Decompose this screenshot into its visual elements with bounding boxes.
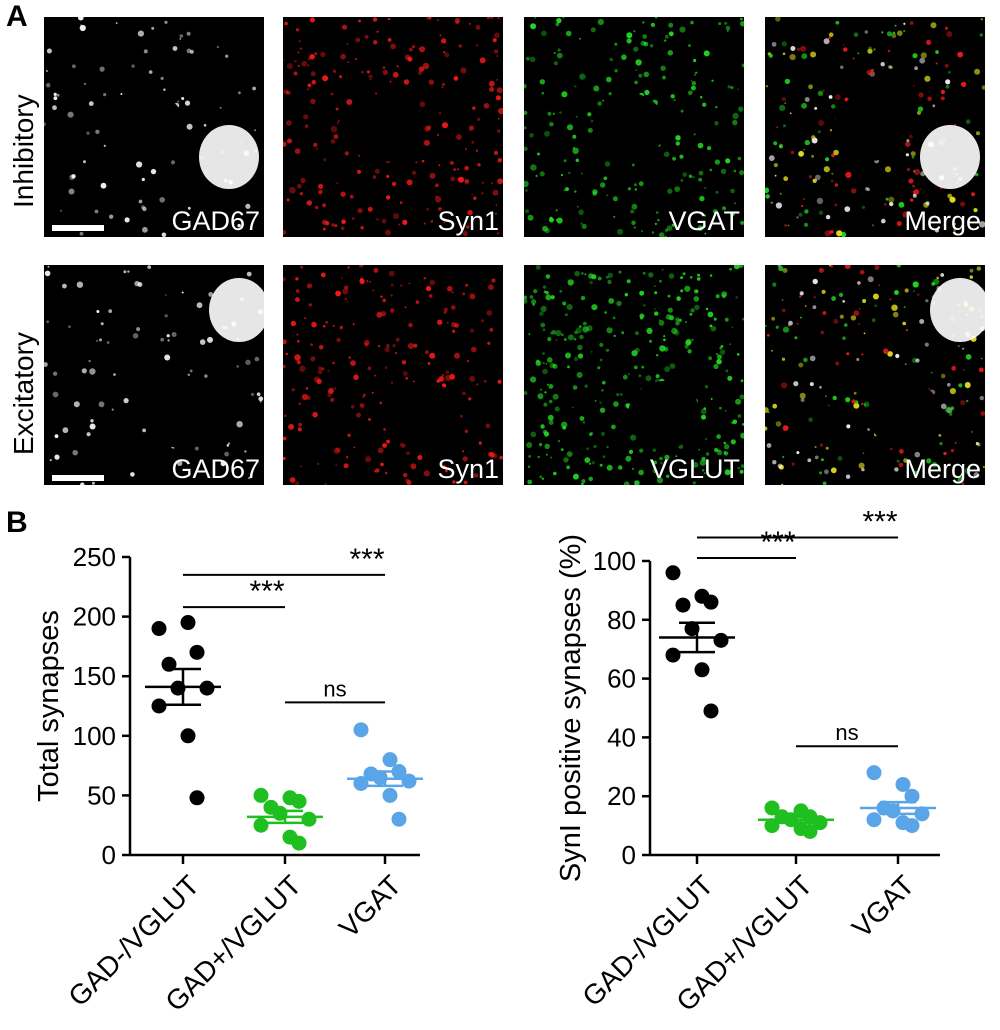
- data-point: [703, 594, 719, 610]
- cell-soma: [209, 278, 264, 342]
- x-tick-label: VGAT: [333, 869, 407, 943]
- y-axis-label: SynI positive synapses (%): [555, 534, 587, 882]
- scale-bar: [52, 475, 104, 481]
- row-label-excitatory: Excitatory: [8, 332, 39, 455]
- significance-label: ***: [760, 526, 795, 559]
- data-point: [180, 728, 196, 744]
- data-point: [180, 615, 196, 631]
- data-point: [382, 787, 398, 803]
- nucleus-region: [387, 381, 459, 449]
- scale-bar: [52, 225, 104, 231]
- data-point: [253, 787, 269, 803]
- data-point: [391, 811, 407, 827]
- micrograph-inhibitory-vgat: VGAT: [524, 17, 744, 237]
- data-point: [764, 800, 780, 816]
- nucleus-region: [352, 93, 424, 161]
- y-tick-label: 100: [593, 546, 636, 576]
- y-tick-label: 200: [73, 602, 116, 632]
- x-tick-label: VGAT: [846, 869, 920, 943]
- significance-label: ***: [349, 543, 384, 576]
- y-tick-label: 50: [87, 780, 116, 810]
- data-point: [665, 565, 681, 581]
- y-tick-label: 150: [73, 661, 116, 691]
- cell-soma: [920, 125, 980, 189]
- data-point: [904, 818, 920, 834]
- y-tick-label: 0: [622, 840, 636, 870]
- nucleus-region: [834, 93, 906, 161]
- cell-soma: [930, 278, 985, 342]
- micrograph-texture: [283, 265, 503, 485]
- data-point: [694, 662, 710, 678]
- row-label-inhibitory: Inhibitory: [8, 94, 39, 208]
- nucleus-region: [593, 93, 665, 161]
- nucleus-region: [148, 381, 220, 449]
- micrograph-excitatory-gad67: GAD67: [44, 265, 264, 485]
- micrograph-texture: [765, 265, 985, 485]
- micrograph-texture: [44, 265, 264, 485]
- panel-letter-a: A: [6, 0, 28, 33]
- data-point: [151, 698, 167, 714]
- data-point: [353, 722, 369, 738]
- data-point: [151, 621, 167, 637]
- data-point: [291, 835, 307, 851]
- data-point: [291, 793, 307, 809]
- y-tick-label: 60: [607, 664, 636, 694]
- nucleus-region: [869, 381, 941, 449]
- channel-label: Merge: [904, 454, 981, 484]
- channel-label: Syn1: [437, 206, 499, 236]
- y-axis-label: Total synapses: [33, 610, 65, 802]
- nucleus-region: [113, 93, 185, 161]
- micrograph-inhibitory-gad67: GAD67: [44, 17, 264, 237]
- micrograph-inhibitory-merge: Merge: [765, 17, 985, 237]
- nucleus-region: [628, 381, 700, 449]
- micrograph-texture: [765, 17, 985, 237]
- data-point: [764, 818, 780, 834]
- data-point: [189, 790, 205, 806]
- micrograph-excitatory-syn1: Syn1: [283, 265, 503, 485]
- micrograph-texture: [524, 265, 744, 485]
- micrograph-excitatory-merge: Merge: [765, 265, 985, 485]
- significance-label: ns: [835, 720, 858, 745]
- data-point: [713, 632, 729, 648]
- data-point: [382, 752, 398, 768]
- significance-label: ***: [862, 505, 897, 538]
- data-point: [703, 703, 719, 719]
- data-point: [866, 812, 882, 828]
- channel-label: VGAT: [668, 206, 740, 236]
- channel-label: GAD67: [171, 454, 260, 484]
- y-tick-label: 40: [607, 722, 636, 752]
- y-tick-label: 80: [607, 605, 636, 635]
- micrograph-texture: [524, 17, 744, 237]
- significance-label: ***: [249, 575, 284, 608]
- cell-soma: [199, 125, 259, 189]
- data-point: [675, 597, 691, 613]
- data-point: [665, 647, 681, 663]
- y-tick-label: 0: [102, 840, 116, 870]
- micrograph-excitatory-vglut: VGLUT: [524, 265, 744, 485]
- micrograph-texture: [44, 17, 259, 237]
- data-point: [189, 644, 205, 660]
- panel-letter-b: B: [6, 506, 28, 539]
- channel-label: Merge: [904, 206, 981, 236]
- data-point: [914, 806, 930, 822]
- micrograph-inhibitory-syn1: Syn1: [283, 17, 503, 237]
- data-point: [866, 765, 882, 781]
- data-point: [895, 776, 911, 792]
- data-point: [401, 773, 417, 789]
- data-point: [802, 823, 818, 839]
- channel-label: VGLUT: [649, 454, 740, 484]
- data-point: [253, 817, 269, 833]
- data-point: [301, 811, 317, 827]
- y-tick-label: 250: [73, 542, 116, 572]
- data-point: [904, 788, 920, 804]
- significance-label: ns: [323, 676, 346, 701]
- y-tick-label: 20: [607, 781, 636, 811]
- y-tick-label: 100: [73, 721, 116, 751]
- micrograph-texture: [283, 17, 503, 237]
- channel-label: GAD67: [171, 206, 260, 236]
- channel-label: Syn1: [437, 454, 499, 484]
